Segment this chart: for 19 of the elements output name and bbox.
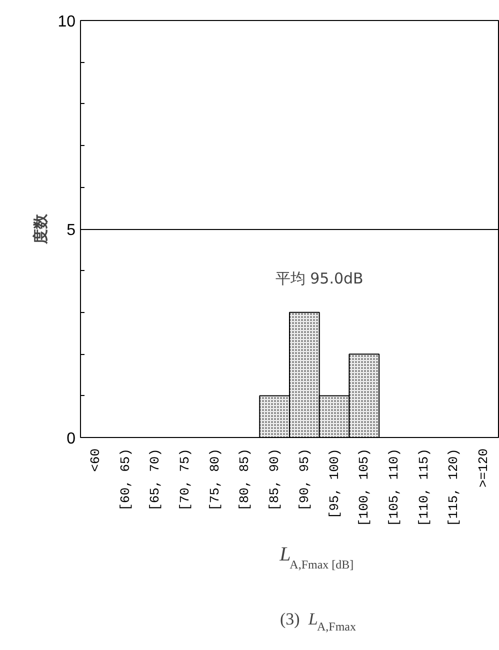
x-tick-label: [115, 120) xyxy=(446,448,462,527)
x-tick-label: [90, 95) xyxy=(296,448,312,511)
y-axis-title: 度数 xyxy=(32,213,50,245)
x-tick-label: [110, 115) xyxy=(416,448,432,527)
x-tick-label: [75, 80) xyxy=(207,448,222,511)
x-tick-label: >=120 xyxy=(476,448,492,488)
x-tick-label: [80, 85) xyxy=(237,448,252,511)
x-tick-label: [60, 65) xyxy=(118,448,133,511)
y-tick-label: 5 xyxy=(66,222,76,239)
annotation: 平均 95.0dB xyxy=(275,269,364,288)
x-tick-label: [70, 75) xyxy=(178,448,192,511)
y-tick-label: 10 xyxy=(58,14,76,30)
x-tick-label: <60 xyxy=(88,448,103,472)
x-tick-label: [105, 110) xyxy=(386,448,402,527)
x-tick-label: [65, 70) xyxy=(148,448,163,511)
x-tick-label: [100, 105) xyxy=(356,448,372,527)
y-tick-label: 0 xyxy=(66,430,76,448)
x-tick-label: [85, 90) xyxy=(267,448,282,511)
x-tick-label: [95, 100) xyxy=(326,448,342,519)
